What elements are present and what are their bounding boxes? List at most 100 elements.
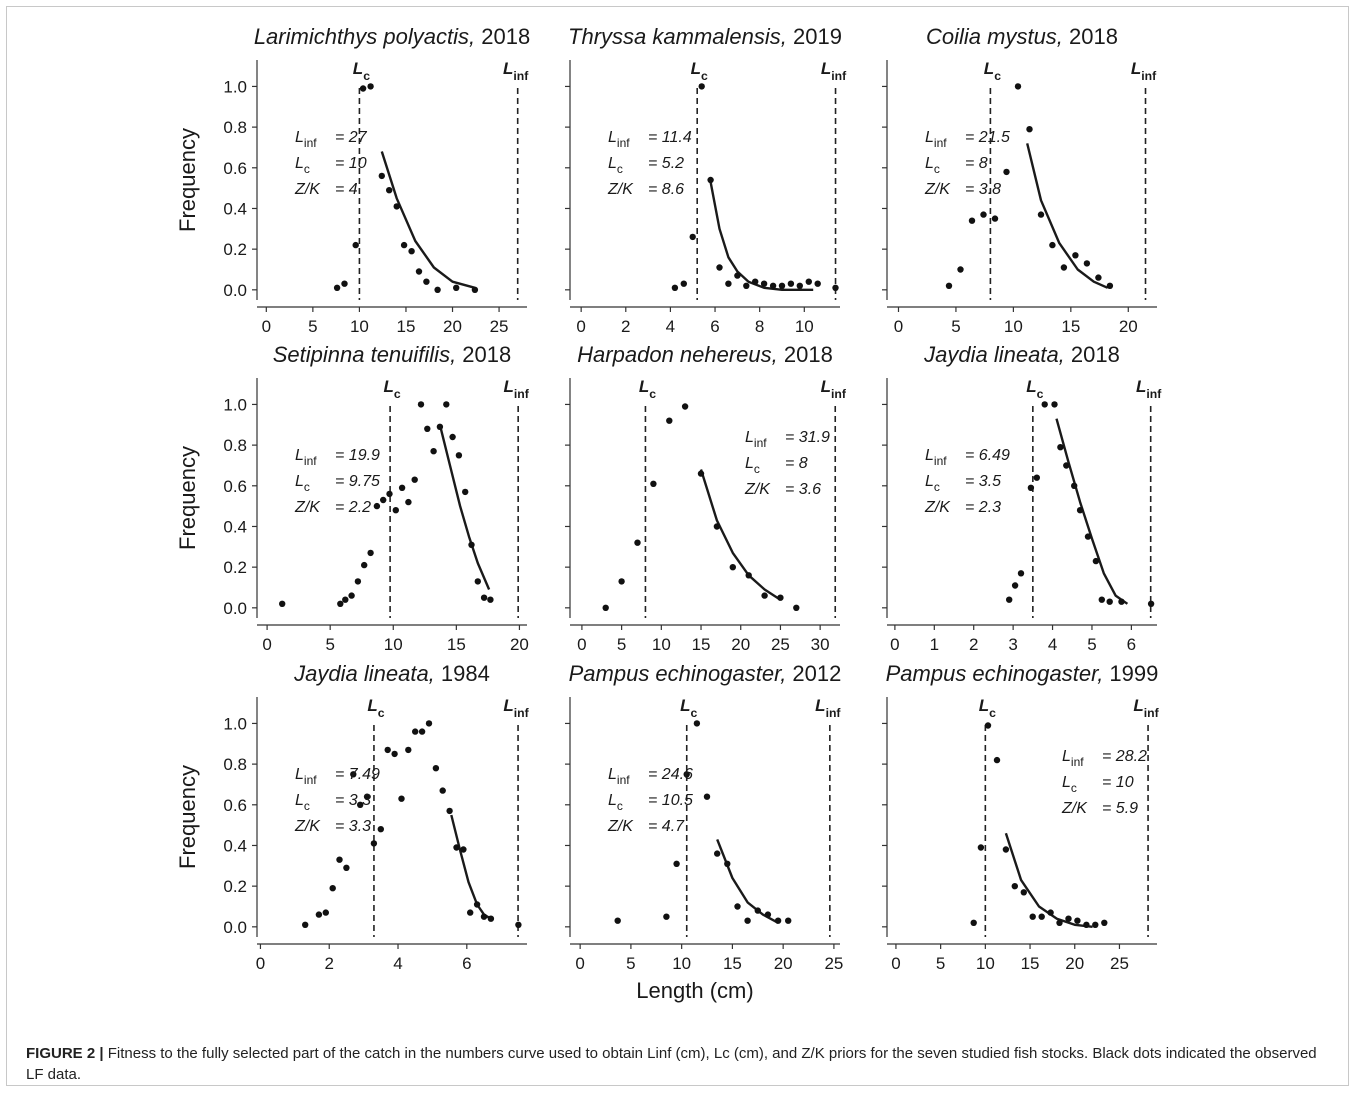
data-point	[1106, 598, 1113, 605]
param-value: = 4	[335, 181, 358, 198]
data-point	[315, 911, 323, 918]
data-point	[1002, 846, 1010, 853]
data-point	[1076, 507, 1084, 514]
x-tick-label: 5	[325, 635, 334, 654]
x-tick-label: 5	[1087, 635, 1096, 654]
linf-marker: Linf	[1133, 696, 1159, 720]
panel-5: Harpadon nehereus, 2018 0 5 10 15 20 25 30 Lc Lin…	[565, 342, 847, 654]
data-point	[1118, 598, 1125, 605]
data-point	[329, 885, 336, 892]
x-tick-label: 10	[1004, 317, 1023, 336]
data-point	[412, 728, 419, 735]
data-point	[1065, 915, 1072, 922]
fitted-curve	[1055, 418, 1129, 605]
param-value: = 2.3	[965, 499, 1001, 516]
data-point	[957, 266, 964, 273]
data-point	[386, 490, 393, 498]
data-point	[1051, 401, 1058, 408]
x-axis-label: Length (cm)	[636, 978, 753, 1003]
linf-marker: Linf	[1136, 377, 1162, 401]
data-point	[991, 215, 999, 222]
data-point	[769, 282, 777, 289]
panel-4: Setipinna tenuifilis, 2018 0.0 0.2 0.4 0.6 0.…	[175, 342, 530, 654]
data-point	[453, 284, 460, 291]
x-tick-label: 15	[397, 317, 416, 336]
data-point	[380, 496, 387, 504]
data-point	[634, 539, 641, 546]
data-point	[322, 909, 329, 916]
lc-marker: Lc	[367, 696, 384, 720]
y-tick-label: 0.6	[223, 796, 247, 815]
y-tick-label: 0.0	[223, 918, 247, 937]
data-point	[337, 600, 344, 607]
param-value: = 28.2	[1102, 748, 1147, 765]
data-point	[744, 917, 751, 924]
param-label: Lc	[608, 155, 623, 176]
x-tick-label: 25	[1110, 954, 1129, 973]
y-tick-label: 0.8	[223, 118, 247, 137]
data-point	[393, 203, 400, 210]
param-value: = 3.5	[965, 473, 1001, 490]
param-value: = 8.6	[648, 181, 684, 198]
panel-6: Jaydia lineata, 2018 0 1 2 3 4 5 6 Lc Linf Linf = 6…	[882, 342, 1162, 654]
data-point	[474, 578, 481, 585]
param-label: Linf	[925, 447, 947, 468]
param-value: = 7.49	[335, 766, 380, 783]
data-point	[302, 921, 309, 928]
data-point	[793, 604, 800, 611]
data-point	[487, 915, 495, 922]
y-tick-label: 0.2	[223, 558, 247, 577]
linf-marker: Linf	[1131, 59, 1157, 83]
x-tick-label: 5	[308, 317, 317, 336]
data-point	[984, 722, 992, 729]
data-point	[1011, 582, 1019, 589]
x-tick-label: 3	[1008, 635, 1017, 654]
data-point	[680, 280, 687, 287]
x-tick-label: 0	[890, 635, 899, 654]
param-value: = 3.3	[335, 818, 371, 835]
panel-title: Jaydia lineata, 2018	[923, 342, 1120, 367]
param-label: Z/K	[294, 818, 321, 835]
x-tick-label: 25	[490, 317, 509, 336]
data-point	[698, 83, 705, 90]
data-point	[515, 921, 522, 928]
data-point	[342, 596, 349, 603]
param-value: = 27	[335, 129, 368, 146]
linf-marker: Linf	[503, 696, 529, 720]
data-point	[1006, 596, 1013, 603]
figure-caption: FIGURE 2 | Fitness to the fully selected…	[26, 1043, 1326, 1085]
data-point	[336, 856, 343, 863]
x-tick-label: 6	[1127, 635, 1136, 654]
data-point	[361, 561, 368, 569]
x-tick-label: 10	[652, 635, 671, 654]
y-tick-label: 1.0	[223, 714, 247, 733]
param-label: Z/K	[1061, 800, 1088, 817]
param-label: Lc	[1062, 774, 1077, 795]
x-tick-label: 8	[755, 317, 764, 336]
data-point	[480, 913, 488, 920]
data-point	[480, 594, 488, 601]
x-tick-label: 2	[621, 317, 630, 336]
data-point	[425, 720, 433, 727]
x-tick-label: 4	[1048, 635, 1057, 654]
data-point	[1057, 444, 1064, 451]
data-point	[357, 801, 364, 808]
data-point	[1037, 211, 1045, 218]
data-point	[697, 470, 705, 477]
param-value: = 21.5	[965, 129, 1010, 146]
data-point	[430, 448, 437, 455]
param-label: Lc	[295, 473, 310, 494]
x-tick-label: 5	[617, 635, 626, 654]
data-point	[787, 280, 795, 287]
data-point	[814, 280, 821, 287]
data-point	[405, 746, 412, 754]
data-point	[417, 401, 425, 408]
data-point	[423, 278, 430, 285]
lc-marker: Lc	[639, 377, 656, 401]
data-point	[1063, 462, 1070, 469]
y-tick-label: 0.4	[223, 199, 247, 218]
x-tick-label: 0	[891, 954, 900, 973]
data-point	[392, 507, 399, 514]
data-point	[764, 911, 772, 918]
data-point	[724, 860, 731, 867]
